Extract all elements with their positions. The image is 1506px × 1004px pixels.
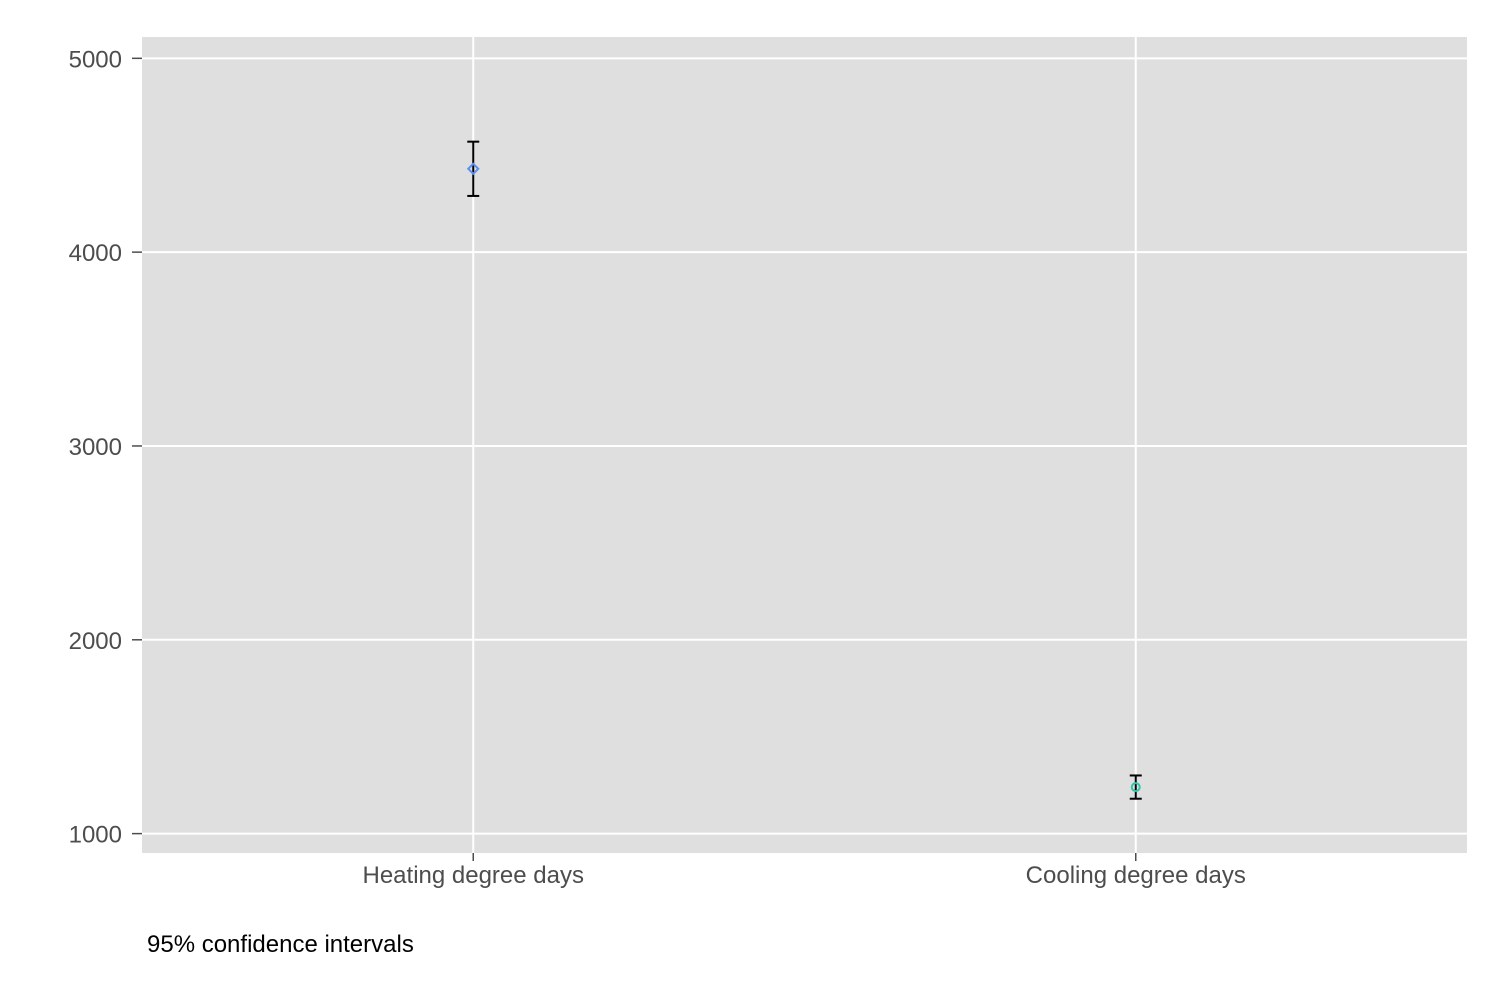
data-marks xyxy=(466,140,1142,800)
x-axis: Heating degree days Cooling degree days xyxy=(363,853,1246,889)
y-tick-label: 5000 xyxy=(69,46,122,73)
error-bar xyxy=(1129,774,1142,800)
y-tick-label: 1000 xyxy=(69,822,122,849)
y-axis: 1000 2000 3000 4000 5000 xyxy=(69,46,142,849)
data-point-cooling xyxy=(1130,782,1141,793)
x-tick-label: Heating degree days xyxy=(363,862,584,889)
x-tick-label: Cooling degree days xyxy=(1026,862,1246,889)
y-tick-label: 3000 xyxy=(69,434,122,461)
y-gridlines xyxy=(142,57,1467,835)
y-tick-label: 4000 xyxy=(69,240,122,267)
error-bar xyxy=(467,140,480,197)
y-tick-label: 2000 xyxy=(69,628,122,655)
caption-text: 95% confidence intervals xyxy=(147,931,414,958)
data-point-heating xyxy=(466,162,480,176)
